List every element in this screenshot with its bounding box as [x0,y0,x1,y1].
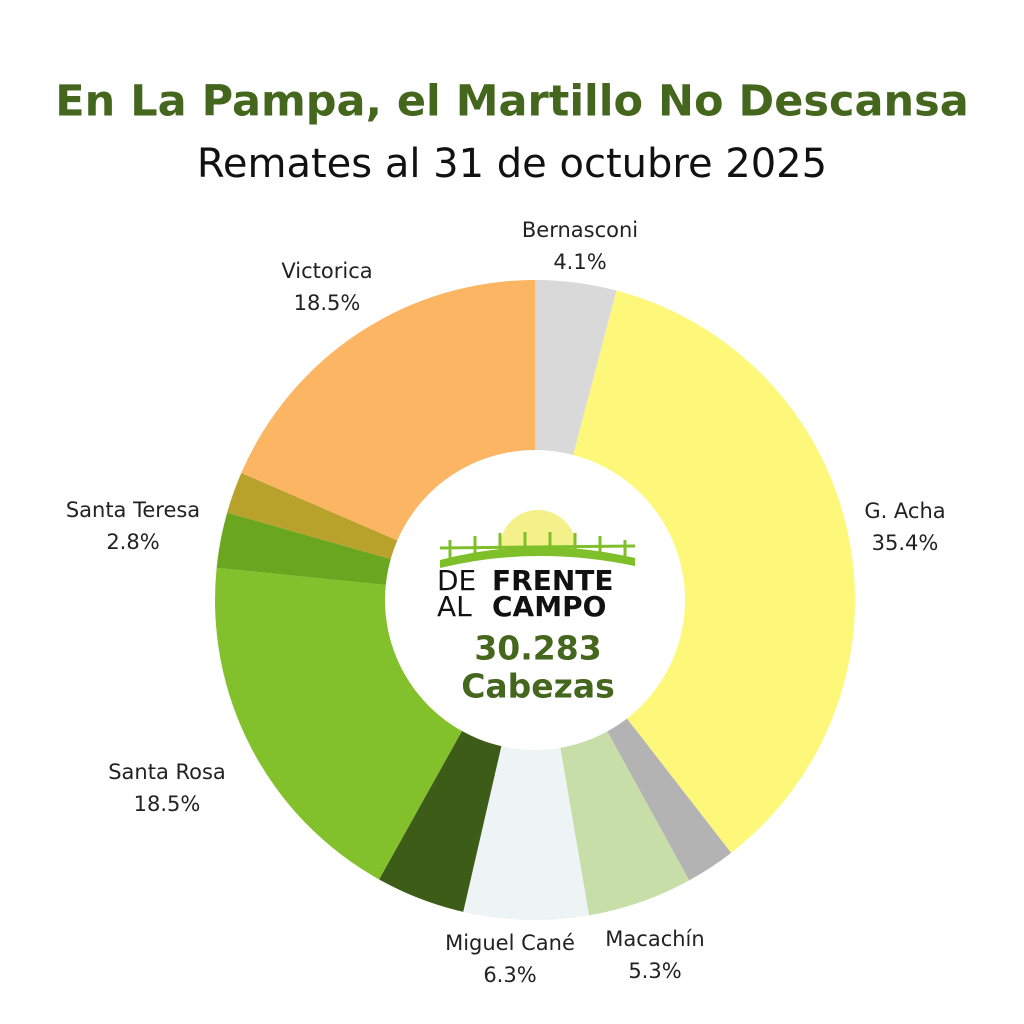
slice-label: Bernasconi [522,218,638,242]
center-total: 30.283 [474,629,601,668]
chart-subtitle: Remates al 31 de octubre 2025 [197,141,827,187]
slice-label: Santa Teresa [66,498,200,522]
slice-label: Miguel Cané [445,931,575,955]
logo-fence [439,532,636,562]
logo-sun [500,510,576,548]
logo-text: AL [437,590,472,623]
logo: DE FRENTE AL CAMPO [437,510,636,623]
slice-value-label: 35.4% [872,531,939,555]
slice-label: G. Acha [864,499,945,523]
logo-text: DE [437,564,476,597]
slice [535,290,855,853]
logo-text: FRENTE [492,564,613,597]
slice-value-label: 6.3% [483,963,536,987]
center-unit: Cabezas [461,667,615,706]
slice-label: Macachín [605,927,704,951]
slice-value-label: 18.5% [294,291,361,315]
slice-label: Victorica [281,259,372,283]
donut-hole [385,450,685,750]
chart-title: En La Pampa, el Martillo No Descansa [55,77,968,127]
slice [463,600,590,920]
slice-value-label: 5.3% [628,959,681,983]
slice-value-label: 18.5% [134,792,201,816]
slice-value-label: 2.8% [106,530,159,554]
logo-text: CAMPO [492,590,606,623]
logo-hill [440,546,635,568]
slice-value-label: 4.1% [553,250,606,274]
slice-label: Santa Rosa [108,760,226,784]
